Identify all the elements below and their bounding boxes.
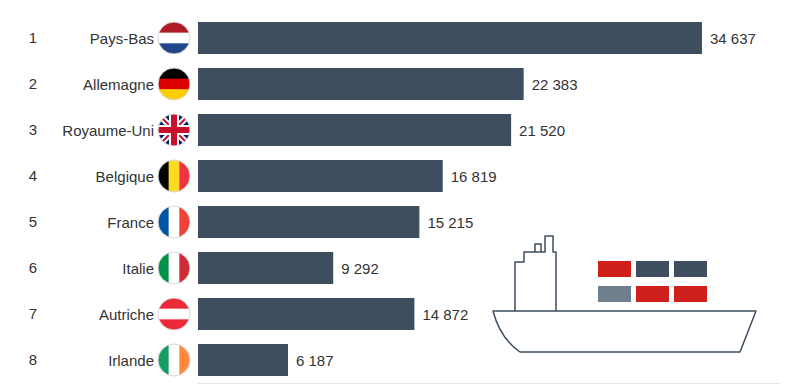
svg-text:22 383: 22 383 bbox=[532, 76, 578, 93]
svg-text:2: 2 bbox=[29, 75, 37, 92]
svg-text:France: France bbox=[107, 214, 154, 231]
svg-text:6: 6 bbox=[29, 259, 37, 276]
svg-text:Irlande: Irlande bbox=[108, 352, 154, 369]
svg-text:3: 3 bbox=[29, 121, 37, 138]
svg-text:6 187: 6 187 bbox=[296, 352, 334, 369]
svg-text:7: 7 bbox=[29, 305, 37, 322]
svg-text:15 215: 15 215 bbox=[427, 214, 473, 231]
svg-text:16 819: 16 819 bbox=[451, 168, 497, 185]
svg-text:8: 8 bbox=[29, 351, 37, 368]
svg-text:4: 4 bbox=[29, 167, 37, 184]
svg-text:Royaume-Uni: Royaume-Uni bbox=[62, 122, 154, 139]
svg-text:Pays-Bas: Pays-Bas bbox=[90, 30, 154, 47]
svg-text:Allemagne: Allemagne bbox=[83, 76, 154, 93]
svg-text:5: 5 bbox=[29, 213, 37, 230]
svg-text:1: 1 bbox=[29, 29, 37, 46]
svg-text:21 520: 21 520 bbox=[519, 122, 565, 139]
svg-text:Belgique: Belgique bbox=[96, 168, 154, 185]
svg-text:Italie: Italie bbox=[122, 260, 154, 277]
svg-text:14 872: 14 872 bbox=[422, 306, 468, 323]
svg-text:9 292: 9 292 bbox=[341, 260, 379, 277]
svg-text:34 637: 34 637 bbox=[710, 30, 756, 47]
svg-text:Autriche: Autriche bbox=[99, 306, 154, 323]
